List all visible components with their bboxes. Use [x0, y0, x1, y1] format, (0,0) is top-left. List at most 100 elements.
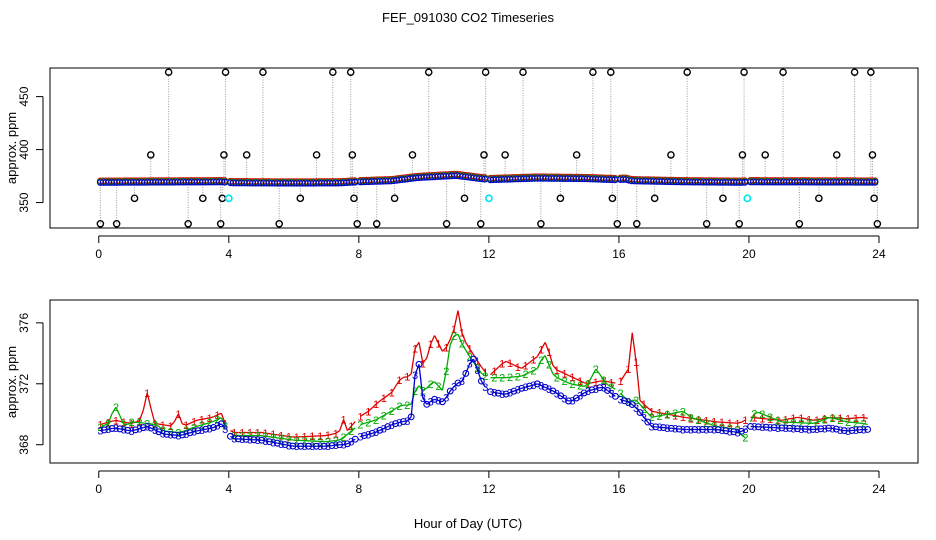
- bottom-series-2-marker: 2: [507, 372, 513, 384]
- bottom-series-3-circle: [754, 423, 762, 431]
- bottom-series-1-segment: [273, 433, 278, 436]
- bottom-series-1-segment: [197, 418, 202, 421]
- bottom-series-3-segment: [465, 363, 471, 374]
- bottom-series-2-segment: [476, 367, 482, 374]
- bottom-series-2-marker: 2: [152, 420, 158, 432]
- bottom-series-2-marker: 2: [562, 376, 568, 388]
- bottom-series-2-segment: [840, 419, 845, 422]
- bottom-series-2-segment: [434, 381, 439, 387]
- bottom-series-3-segment: [583, 390, 589, 394]
- bottom-series-1-segment: [170, 420, 176, 427]
- bottom-series-2-segment: [422, 387, 428, 391]
- bottom-series-2-segment: [213, 418, 218, 423]
- bottom-series-3-circle: [494, 389, 502, 397]
- bottom-series-1-marker: 1: [711, 417, 717, 429]
- bottom-series-3-marker: 3: [837, 425, 843, 437]
- bottom-series-2-segment: [383, 412, 389, 416]
- bottom-series-1-segment: [375, 400, 381, 405]
- bottom-series-3-marker: 3: [546, 384, 552, 396]
- bottom-series-3-marker: 3: [160, 429, 166, 441]
- bottom-series-2-marker: 2: [420, 385, 426, 397]
- bottom-series-2-segment: [457, 334, 463, 344]
- bottom-series-3-segment: [544, 386, 550, 390]
- bottom-series-3-marker: 3: [121, 425, 127, 437]
- bottom-series-3-segment: [564, 397, 569, 402]
- bottom-series-2-marker: 2: [121, 419, 127, 431]
- bottom-series-1-marker: 1: [348, 421, 354, 433]
- bottom-series-1-segment: [441, 346, 447, 352]
- bottom-series-1-segment: [671, 414, 676, 417]
- bottom-series-3-circle: [470, 355, 478, 363]
- bottom-series-1-segment: [698, 418, 703, 421]
- top-spike-point: [112, 219, 121, 228]
- bottom-series-2-segment: [205, 422, 210, 425]
- bottom-series-3-segment: [230, 435, 235, 440]
- bottom-series-2-segment: [379, 414, 385, 419]
- bottom-series-3-marker: 3: [199, 425, 205, 437]
- bottom-series-2-segment: [265, 435, 270, 438]
- bottom-series-3-segment: [146, 425, 152, 429]
- top-cyan-point: [743, 194, 752, 203]
- bottom-series-1-segment: [364, 410, 369, 415]
- bottom-series-3-marker: 3: [703, 424, 709, 436]
- bottom-series-2-segment: [635, 399, 641, 405]
- bottom-series-1-marker: 1: [562, 369, 568, 381]
- bottom-series-3-segment: [517, 387, 522, 391]
- bottom-series-2-segment: [694, 418, 699, 421]
- top-x-tick-label: 20: [742, 247, 756, 261]
- bottom-series-1-marker: 1: [301, 432, 307, 444]
- bottom-series-2-segment: [576, 384, 581, 387]
- bottom-series-2-segment: [816, 420, 822, 423]
- bottom-series-3-circle: [549, 387, 557, 395]
- bottom-series-1-segment: [154, 422, 160, 425]
- bottom-series-3-segment: [537, 383, 542, 387]
- bottom-series-1-segment: [213, 414, 218, 418]
- bottom-series-1-segment: [403, 376, 408, 378]
- bottom-series-3-circle: [604, 387, 611, 394]
- bottom-series-3-circle: [565, 397, 572, 405]
- bottom-series-3-circle: [793, 425, 801, 433]
- bottom-series-1-segment: [220, 412, 226, 424]
- bottom-series-3-circle: [328, 442, 336, 450]
- bottom-series-3-marker: 3: [113, 423, 119, 435]
- bottom-series-2-segment: [445, 344, 451, 371]
- chart-top-ylabel: approx. ppm: [4, 112, 19, 184]
- bottom-series-2-segment: [583, 383, 589, 387]
- top-spike-point: [873, 219, 882, 228]
- bottom-series-1-segment: [521, 364, 527, 369]
- bottom-series-1-segment: [493, 366, 499, 372]
- bottom-series-3-circle: [683, 426, 691, 433]
- bottom-series-2-segment: [702, 420, 707, 424]
- bottom-series-3-circle: [526, 382, 533, 390]
- bottom-series-3-circle: [864, 426, 872, 433]
- bottom-series-2-segment: [127, 421, 132, 425]
- top-spike-point: [329, 68, 337, 77]
- bottom-series-1-segment: [635, 361, 641, 401]
- top-spike-point: [613, 219, 622, 228]
- bottom-series-1-marker: 1: [451, 324, 457, 336]
- bottom-series-3-marker: 3: [680, 424, 686, 436]
- bottom-series-3-circle: [510, 387, 518, 395]
- bottom-series-1-marker: 1: [247, 428, 253, 440]
- bottom-series-3-circle: [778, 424, 786, 432]
- bottom-series-3-segment: [607, 389, 612, 394]
- bottom-series-1-segment: [702, 419, 707, 422]
- bottom-series-1-marker: 1: [270, 429, 276, 441]
- bottom-series-3-marker: 3: [247, 435, 253, 447]
- bottom-series-1-segment: [205, 417, 210, 420]
- bottom-series-3-segment: [627, 401, 633, 406]
- bottom-series-1-segment: [816, 418, 821, 421]
- bottom-series-2-marker: 2: [742, 433, 748, 445]
- bottom-x-tick-label: 0: [95, 482, 102, 496]
- bottom-series-3-circle: [856, 426, 864, 434]
- bottom-series-2-segment: [115, 406, 121, 417]
- bottom-series-2-segment: [347, 430, 352, 435]
- bottom-series-2-marker: 2: [633, 395, 639, 407]
- bottom-series-2-marker: 2: [806, 418, 812, 430]
- bottom-series-2-marker: 2: [664, 409, 670, 421]
- bottom-series-3-marker: 3: [428, 396, 434, 408]
- top-spike-point: [146, 151, 155, 159]
- bottom-series-3-segment: [472, 358, 479, 371]
- bottom-series-3-segment: [445, 390, 451, 398]
- bottom-series-2-marker: 2: [365, 417, 371, 429]
